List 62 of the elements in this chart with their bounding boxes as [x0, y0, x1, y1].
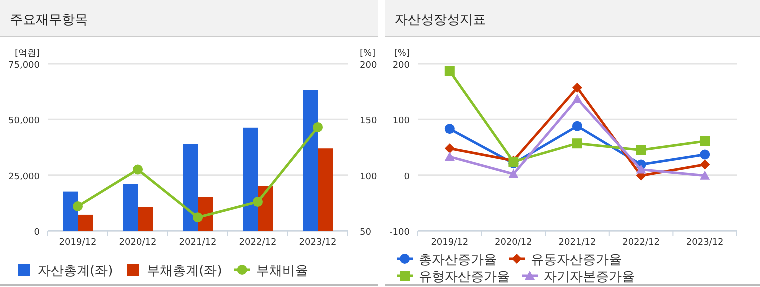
- bar: [123, 184, 138, 231]
- legend-label: 유형자산증가율: [419, 270, 510, 285]
- y2-axis-title: [%]: [360, 49, 376, 59]
- bar: [63, 192, 78, 231]
- point: [572, 138, 582, 149]
- point: [508, 169, 519, 178]
- y-axis-title: [%]: [394, 49, 410, 59]
- point: [700, 160, 710, 170]
- y-tick-label: 50,000: [8, 116, 40, 127]
- point: [444, 66, 455, 76]
- bar: [78, 214, 93, 231]
- point: [73, 202, 83, 212]
- x-tick-label: 2019/12: [59, 238, 97, 248]
- y-tick-label: 25,000: [8, 172, 40, 182]
- x-tick-label: 2023/12: [686, 238, 724, 248]
- y2-tick-label: 50: [360, 228, 372, 238]
- point: [444, 144, 455, 154]
- legend-label: 자산총계(좌): [38, 264, 114, 279]
- legend-label: 유동자산증가율: [531, 253, 622, 268]
- bar: [243, 128, 258, 231]
- point: [636, 164, 646, 174]
- y2-tick-label: 150: [360, 116, 378, 127]
- point: [572, 121, 582, 132]
- y-tick-label: 0: [34, 228, 40, 238]
- y-tick-label: 0: [404, 172, 410, 182]
- y2-tick-label: 200: [360, 61, 378, 71]
- y-axis-title: [억원]: [14, 49, 40, 59]
- legend-label: 자기자본증가율: [544, 270, 635, 285]
- point: [636, 145, 646, 156]
- x-tick-label: 2020/12: [495, 238, 532, 248]
- bar: [318, 148, 333, 231]
- point: [444, 152, 455, 161]
- x-tick-label: 2021/12: [179, 238, 217, 248]
- y-tick-label: 75,000: [8, 61, 40, 71]
- point: [133, 164, 143, 175]
- y-tick-label: 100: [392, 116, 410, 127]
- point: [700, 170, 710, 180]
- bar: [138, 207, 153, 231]
- x-tick-label: 2021/12: [558, 238, 596, 248]
- legend-label: 총자산증가율: [419, 253, 497, 268]
- x-tick-label: 2022/12: [239, 238, 277, 248]
- point: [572, 94, 582, 104]
- x-tick-label: 2023/12: [299, 238, 337, 248]
- x-tick-label: 2019/12: [431, 238, 469, 248]
- x-tick-label: 2020/12: [119, 238, 157, 248]
- y-tick-label: -100: [390, 228, 410, 238]
- legend-label: 부채비율: [256, 264, 308, 279]
- chart-title: 자산성장성지표: [395, 13, 486, 28]
- legend-label: 부채총계(좌): [147, 264, 222, 279]
- y2-tick-label: 100: [360, 172, 378, 182]
- y-tick-label: 200: [392, 61, 410, 71]
- point: [700, 150, 710, 160]
- point: [572, 82, 582, 93]
- point: [700, 136, 710, 146]
- bar: [303, 90, 318, 231]
- point: [313, 122, 323, 132]
- x-tick-label: 2022/12: [622, 238, 660, 248]
- point: [253, 197, 263, 208]
- chart-title: 주요재무항목: [10, 13, 88, 28]
- point: [444, 124, 455, 134]
- bar: [183, 144, 198, 231]
- point: [193, 212, 203, 223]
